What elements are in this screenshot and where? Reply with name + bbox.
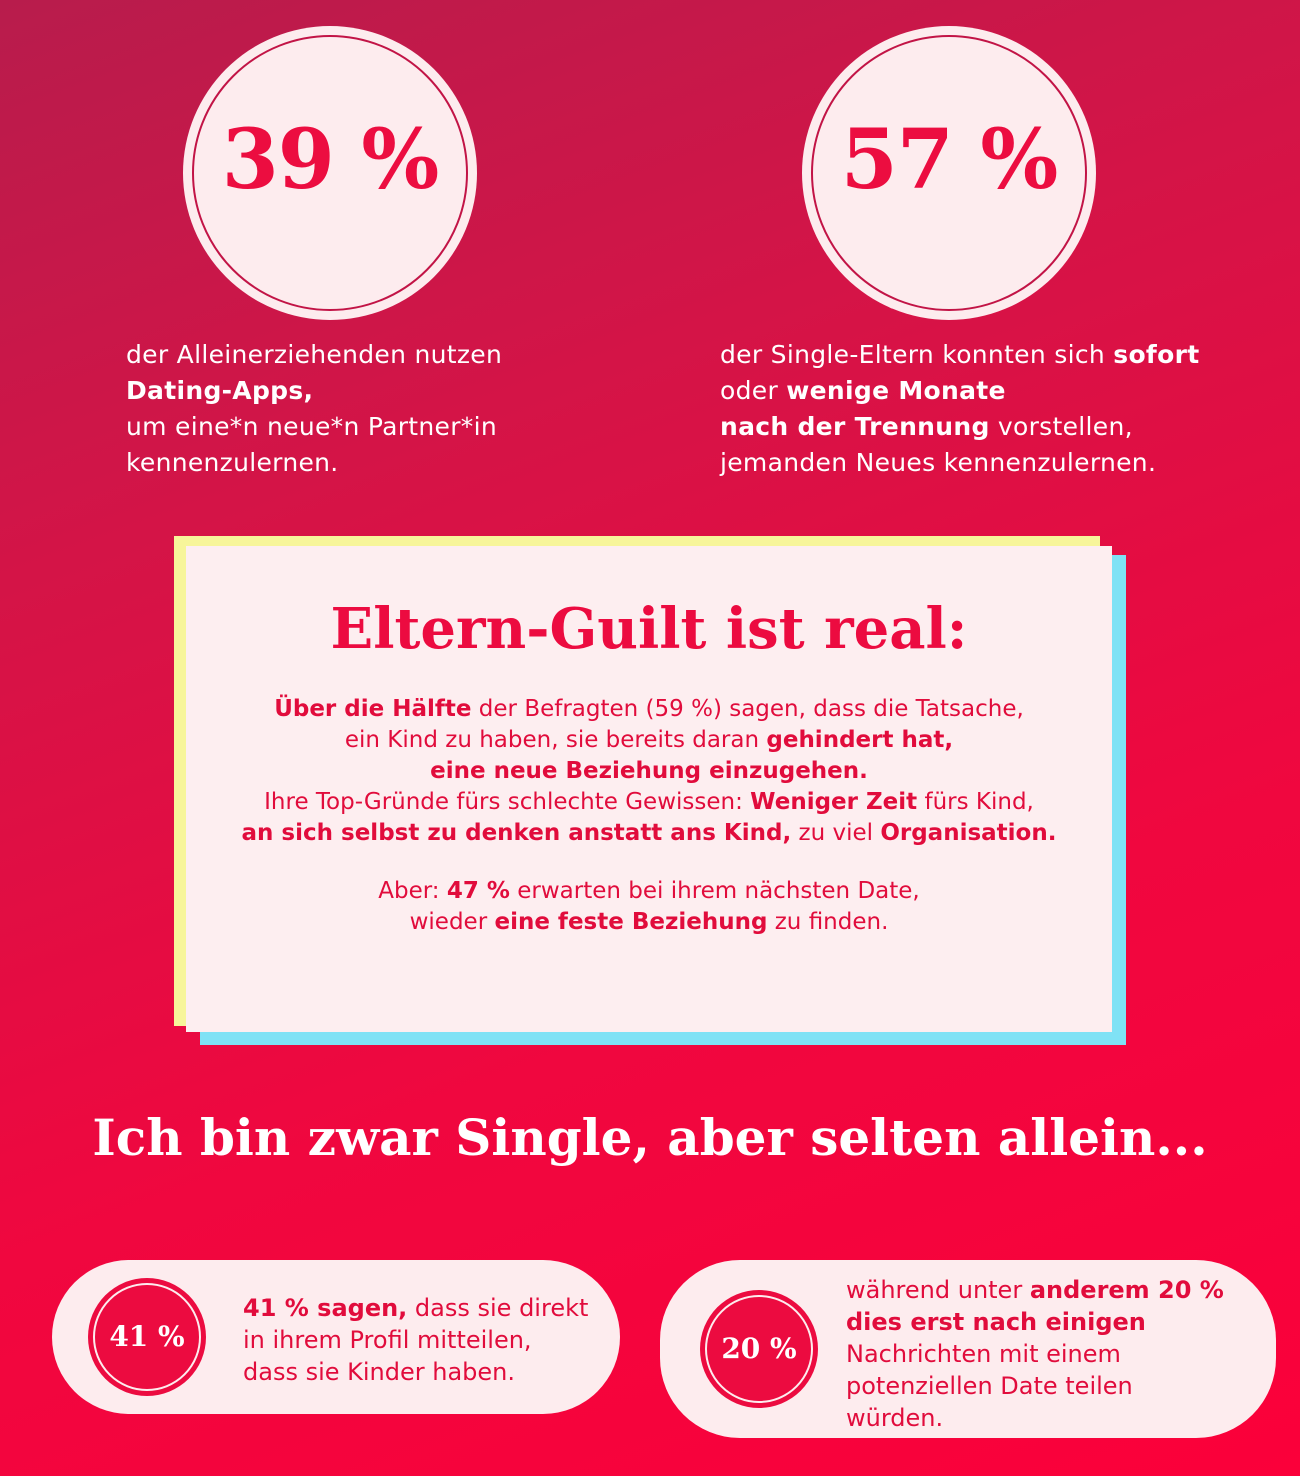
text-line: oder wenige Monate xyxy=(720,373,1280,409)
text-segment: in ihrem Profil mitteilen, xyxy=(243,1326,532,1354)
text-line: würden. xyxy=(846,1402,1266,1434)
text-bold: Über die Hälfte xyxy=(274,696,472,722)
text-line: an sich selbst zu denken anstatt ans Kin… xyxy=(186,818,1112,849)
card-title: Eltern-Guilt ist real: xyxy=(330,596,968,662)
text-line: der Single-Eltern konnten sich sofort xyxy=(720,337,1280,373)
text-line: Dating-Apps, xyxy=(126,373,646,409)
text-segment: um eine*n neue*n Partner*in xyxy=(126,412,497,441)
text-segment: würden. xyxy=(846,1404,944,1432)
text-bold: anderem 20 % xyxy=(1029,1276,1224,1304)
stat-circle-1: 39 % xyxy=(188,31,472,315)
card-paragraph-2: Aber: 47 % erwarten bei ihrem nächsten D… xyxy=(186,876,1112,938)
text-bold: an sich selbst zu denken anstatt ans Kin… xyxy=(241,820,792,846)
text-segment: potenziellen Date teilen xyxy=(846,1372,1133,1400)
text-segment: dass sie Kinder haben. xyxy=(243,1358,516,1386)
text-segment: Aber: xyxy=(378,878,447,904)
text-bold: sofort xyxy=(1113,340,1200,369)
text-segment: während unter xyxy=(846,1276,1030,1304)
text-line: jemanden Neues kennenzulernen. xyxy=(720,445,1280,481)
text-line: Aber: 47 % erwarten bei ihrem nächsten D… xyxy=(186,876,1112,907)
stat-value-1: 39 % xyxy=(221,112,440,208)
stat-pill-2: 20 % während unter anderem 20 % dies erst… xyxy=(660,1260,1276,1438)
stat-pill-text-1: 41 % sagen, dass sie direkt in ihrem Prof… xyxy=(243,1292,613,1388)
text-bold: gehindert hat, xyxy=(766,727,954,753)
text-line: der Alleinerziehenden nutzen xyxy=(126,337,646,373)
text-line: kennenzulernen. xyxy=(126,445,646,481)
stat-badge-value-1: 41 % xyxy=(109,1320,185,1353)
text-segment: kennenzulernen. xyxy=(126,448,339,477)
text-segment: oder xyxy=(720,376,787,405)
text-segment: Ihre Top-Gründe fürs schlechte Gewissen: xyxy=(264,789,751,815)
stat-description-1: der Alleinerziehenden nutzen Dating-Apps,… xyxy=(126,337,646,481)
text-line: 41 % sagen, dass sie direkt xyxy=(243,1292,613,1324)
eltern-guilt-card: Eltern-Guilt ist real: Über die Hälfte d… xyxy=(186,546,1112,1032)
text-line: nach der Trennung vorstellen, xyxy=(720,409,1280,445)
text-line: dass sie Kinder haben. xyxy=(243,1356,613,1388)
text-segment: dass sie direkt xyxy=(407,1294,589,1322)
text-segment: erwarten bei ihrem nächsten Date, xyxy=(509,878,920,904)
text-bold: dies erst nach einigen xyxy=(846,1308,1146,1336)
section-headline: Ich bin zwar Single, aber selten allein.… xyxy=(92,1108,1208,1167)
text-segment: jemanden Neues kennenzulernen. xyxy=(720,448,1157,477)
text-bold: eine neue Beziehung einzugehen. xyxy=(430,758,868,784)
stat-badge-1: 41 % xyxy=(88,1278,206,1396)
text-bold: Weniger Zeit xyxy=(750,789,918,815)
text-line: wieder eine feste Beziehung zu finden. xyxy=(186,907,1112,938)
text-line: um eine*n neue*n Partner*in xyxy=(126,409,646,445)
text-bold: Dating-Apps, xyxy=(126,376,314,405)
stat-pill-text-2: während unter anderem 20 % dies erst nach… xyxy=(846,1274,1266,1434)
text-bold: nach der Trennung xyxy=(720,412,990,441)
text-segment: der Alleinerziehenden nutzen xyxy=(126,340,503,369)
card-paragraph-1: Über die Hälfte der Befragten (59 %) sag… xyxy=(186,694,1112,849)
text-segment: der Single-Eltern konnten sich xyxy=(720,340,1114,369)
text-line: ein Kind zu haben, sie bereits daran geh… xyxy=(186,725,1112,756)
text-bold: eine feste Beziehung xyxy=(494,909,768,935)
text-segment: vorstellen, xyxy=(989,412,1133,441)
text-segment: zu finden. xyxy=(767,909,889,935)
text-line: potenziellen Date teilen xyxy=(846,1370,1266,1402)
stat-badge-2: 20 % xyxy=(700,1290,818,1408)
stat-badge-value-2: 20 % xyxy=(721,1332,797,1365)
text-line: in ihrem Profil mitteilen, xyxy=(243,1324,613,1356)
text-line: Über die Hälfte der Befragten (59 %) sag… xyxy=(186,694,1112,725)
text-segment: ein Kind zu haben, sie bereits daran xyxy=(344,727,767,753)
text-segment: zu viel xyxy=(791,820,881,846)
text-bold: wenige Monate xyxy=(786,376,1006,405)
text-line: dies erst nach einigen xyxy=(846,1306,1266,1338)
text-segment: fürs Kind, xyxy=(917,789,1034,815)
text-bold: Organisation. xyxy=(880,820,1057,846)
stat-pill-1: 41 % 41 % sagen, dass sie direkt in ihrem… xyxy=(52,1260,620,1414)
stat-circle-2: 57 % xyxy=(807,31,1091,315)
text-segment: wieder xyxy=(409,909,495,935)
stat-value-2: 57 % xyxy=(840,112,1059,208)
stat-description-2: der Single-Eltern konnten sich sofort ode… xyxy=(720,337,1280,481)
text-line: Nachrichten mit einem xyxy=(846,1338,1266,1370)
text-bold: 41 % sagen, xyxy=(243,1294,408,1322)
text-segment: Nachrichten mit einem xyxy=(846,1340,1121,1368)
text-bold: 47 % xyxy=(446,878,510,904)
text-segment: der Befragten (59 %) sagen, dass die Tat… xyxy=(471,696,1024,722)
text-line: während unter anderem 20 % xyxy=(846,1274,1266,1306)
text-line: eine neue Beziehung einzugehen. xyxy=(186,756,1112,787)
text-line: Ihre Top-Gründe fürs schlechte Gewissen:… xyxy=(186,787,1112,818)
